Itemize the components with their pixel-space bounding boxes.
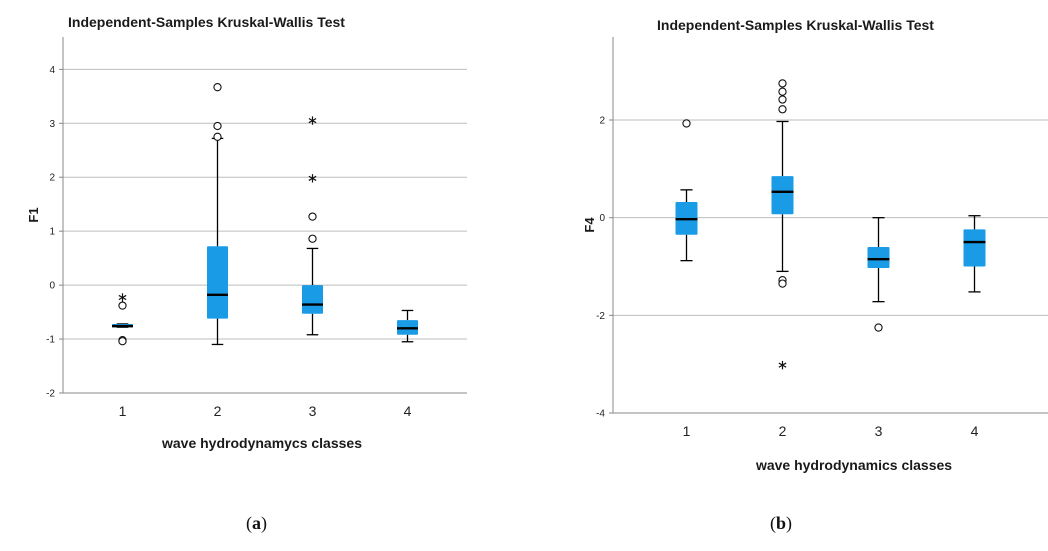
x-axis-label: wave hydrodynamycs classes — [161, 435, 362, 451]
y-axis-label: F1 — [26, 207, 41, 222]
x-axis-label: wave hydrodynamics classes — [755, 457, 952, 473]
caption-b-open: ( — [770, 513, 776, 533]
boxplot-chart-a: Independent-Samples Kruskal-Wallis Test -… — [26, 14, 467, 451]
y-tick-label: 1 — [49, 227, 55, 238]
outlier-point — [682, 119, 691, 128]
x-tick-label: 2 — [779, 423, 787, 439]
x-tick-label: 2 — [214, 403, 222, 419]
caption-a: (a) — [246, 513, 267, 534]
x-tick-label: 3 — [309, 403, 317, 419]
box-iqr — [207, 246, 228, 319]
extreme-star-ray — [778, 362, 783, 366]
extreme-star-ray — [118, 297, 123, 301]
outlier-point — [213, 132, 222, 141]
extreme-star-ray — [118, 294, 123, 299]
x-tick-label: 4 — [404, 403, 412, 419]
caption-a-open: ( — [246, 513, 252, 533]
box-iqr — [867, 246, 890, 268]
extreme-star-ray — [308, 177, 313, 181]
y-tick-label: 4 — [49, 65, 55, 76]
extreme-star-ray — [312, 177, 317, 181]
y-tick-label: -2 — [596, 311, 605, 322]
outlier-point — [778, 87, 787, 96]
outlier-point — [213, 83, 222, 92]
extreme-star-ray — [308, 117, 313, 122]
y-tick-label: 2 — [599, 116, 605, 127]
y-tick-label: -2 — [46, 389, 55, 400]
outlier-point — [118, 301, 127, 310]
extreme-star-ray — [312, 120, 317, 124]
outlier-point — [778, 79, 787, 88]
box-group-2 — [207, 83, 228, 346]
x-tick-label: 3 — [875, 423, 883, 439]
box-iqr — [771, 176, 794, 215]
y-tick-label: 2 — [49, 173, 55, 184]
outlier-point — [778, 279, 787, 288]
extreme-star-ray — [778, 364, 783, 368]
extreme-star-ray — [122, 294, 127, 299]
outlier-point — [778, 105, 787, 114]
extreme-star-ray — [122, 297, 127, 301]
y-tick-label: 0 — [49, 281, 55, 292]
outlier-point — [778, 95, 787, 104]
caption-b-letter: b — [776, 513, 787, 533]
y-axis-label: F4 — [582, 217, 597, 233]
outlier-point — [308, 212, 317, 221]
extreme-star-ray — [782, 364, 787, 368]
x-tick-label: 4 — [971, 423, 979, 439]
x-tick-label: 1 — [683, 423, 691, 439]
y-tick-label: -4 — [596, 409, 605, 420]
box-group-3 — [302, 116, 323, 336]
outlier-point — [308, 234, 317, 243]
extreme-star-ray — [312, 175, 317, 179]
y-tick-label: 0 — [599, 213, 605, 224]
caption-a-letter: a — [252, 513, 261, 533]
chart-title: Independent-Samples Kruskal-Wallis Test — [68, 14, 345, 30]
box-group-4 — [963, 215, 986, 293]
extreme-star-ray — [312, 117, 317, 122]
extreme-star-ray — [782, 362, 787, 366]
chart-panel-b: Independent-Samples Kruskal-Wallis Test -… — [524, 0, 1048, 551]
outlier-point — [874, 323, 883, 332]
box-iqr — [963, 229, 986, 267]
box-iqr — [302, 285, 323, 314]
extreme-star-ray — [308, 175, 313, 179]
outlier-point — [213, 121, 222, 131]
outlier-point — [118, 337, 127, 346]
y-tick-label: -1 — [46, 335, 55, 346]
chart-panel-a: Independent-Samples Kruskal-Wallis Test -… — [26, 14, 467, 451]
boxplot-chart-b: Independent-Samples Kruskal-Wallis Test -… — [582, 17, 1048, 473]
extreme-star-ray — [308, 120, 313, 124]
box-group-4 — [397, 309, 418, 343]
x-tick-label: 1 — [119, 403, 127, 419]
box-group-1 — [675, 119, 698, 262]
caption-a-close: ) — [261, 513, 267, 533]
box-group-3 — [867, 217, 890, 332]
y-tick-label: 3 — [49, 119, 55, 130]
box-group-2 — [771, 79, 794, 370]
chart-title: Independent-Samples Kruskal-Wallis Test — [657, 17, 934, 33]
caption-b-close: ) — [786, 513, 793, 533]
caption-b: (b) — [770, 513, 792, 534]
box-group-1 — [112, 293, 133, 346]
